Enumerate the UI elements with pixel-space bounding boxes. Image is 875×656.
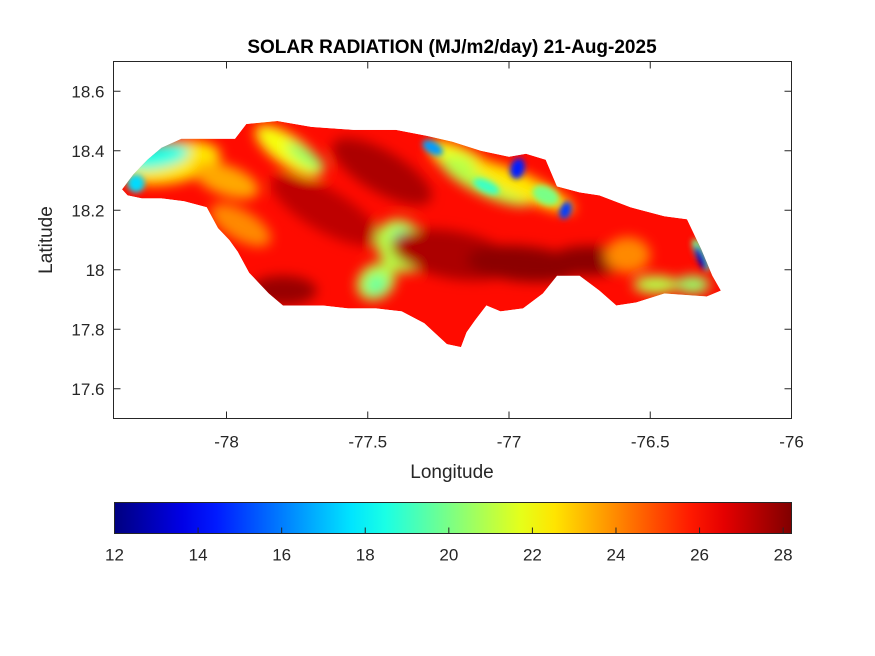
colorbar-tick-label: 24 — [607, 546, 626, 565]
heatmap-spot — [422, 140, 443, 156]
x-tick-label: -78 — [214, 433, 239, 452]
heatmap-blob — [675, 275, 710, 294]
x-tick-label: -77 — [497, 433, 522, 452]
colorbar-tick-label: 28 — [774, 546, 793, 565]
colorbar-tick-label: 12 — [105, 546, 124, 565]
y-tick-label: 18.6 — [71, 82, 104, 101]
heatmap-spot — [127, 174, 145, 193]
heatmap-blob — [366, 275, 386, 294]
colorbar-tick-label: 14 — [189, 546, 208, 565]
heatmap-blob — [466, 245, 580, 283]
colorbar-tick-label: 20 — [439, 546, 458, 565]
colorbar-ticks: 12 14 16 18 20 22 24 26 28 — [105, 527, 793, 565]
heatmap-blob — [633, 275, 679, 294]
heatmap-spot — [532, 185, 560, 206]
chart-title: SOLAR RADIATION (MJ/m2/day) 21-Aug-2025 — [247, 37, 657, 58]
heatmap-blob — [286, 142, 325, 172]
x-tick-label: -76 — [779, 433, 804, 452]
heatmap-blob — [194, 162, 259, 199]
y-tick-label: 18 — [86, 261, 105, 280]
colorbar-tick-label: 26 — [690, 546, 709, 565]
colorbar-tick-label: 16 — [272, 546, 291, 565]
heatmap-blob — [270, 174, 381, 247]
x-tick-label: -76.5 — [631, 433, 670, 452]
y-tick-label: 17.6 — [71, 380, 104, 399]
colorbar-tick-label: 22 — [523, 546, 542, 565]
heatmap-layer — [122, 121, 721, 348]
heatmap-blob — [331, 138, 432, 206]
heatmap-spot — [559, 201, 572, 219]
y-tick-label: 18.4 — [71, 142, 104, 161]
heatmap-blob — [210, 203, 271, 247]
y-axis-label: Latitude — [36, 206, 57, 274]
colorbar-tick-label: 18 — [356, 546, 375, 565]
y-tick-label: 18.2 — [71, 201, 104, 220]
heatmap-blob — [605, 237, 651, 273]
plot-frame — [113, 61, 792, 419]
x-axis: -78 -77.5 -77 -76.5 -76 — [214, 61, 804, 452]
y-axis: 17.6 17.8 18 18.2 18.4 18.6 — [71, 82, 792, 399]
heatmap-spot — [473, 178, 500, 195]
heatmap-spot — [510, 158, 525, 179]
x-axis-label: Longitude — [410, 462, 493, 483]
y-tick-label: 17.8 — [71, 320, 104, 339]
x-tick-label: -77.5 — [348, 433, 387, 452]
colorbar — [114, 502, 792, 534]
heatmap-spot — [694, 245, 708, 271]
